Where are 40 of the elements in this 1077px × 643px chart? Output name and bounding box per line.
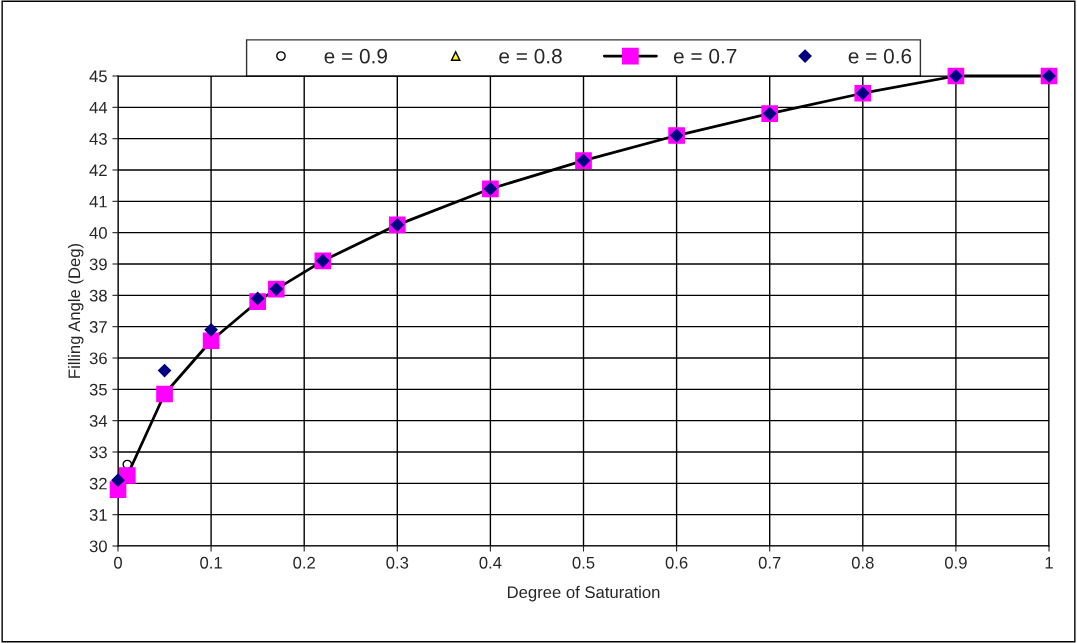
legend-label: e = 0.7 bbox=[673, 48, 737, 64]
x-tick-label: 0.5 bbox=[572, 556, 595, 569]
y-tick-label: 33 bbox=[89, 446, 107, 459]
x-tick-label: 0.8 bbox=[851, 556, 874, 569]
x-tick-label: 0.6 bbox=[665, 556, 688, 569]
y-tick-label: 44 bbox=[89, 101, 108, 114]
x-tick-label: 0.9 bbox=[944, 556, 967, 569]
legend-label: e = 0.8 bbox=[499, 48, 562, 64]
point bbox=[157, 363, 172, 378]
x-tick-label: 0.1 bbox=[200, 556, 222, 569]
x-tick-label: 0 bbox=[114, 556, 122, 569]
point bbox=[156, 385, 173, 403]
point bbox=[204, 323, 218, 337]
x-tick-label: 1 bbox=[1045, 557, 1053, 569]
point bbox=[111, 473, 125, 487]
y-tick-label: 43 bbox=[89, 133, 107, 145]
y-tick-label: 35 bbox=[89, 383, 107, 396]
point bbox=[118, 467, 136, 484]
y-tick-label: 34 bbox=[89, 415, 108, 427]
y-tick-label: 30 bbox=[89, 540, 107, 553]
x-tick-label: 0.2 bbox=[293, 556, 315, 569]
y-tick-label: 42 bbox=[89, 164, 107, 177]
y-tick-label: 45 bbox=[89, 70, 107, 83]
y-tick-label: 38 bbox=[89, 289, 107, 302]
y-tick-label: 36 bbox=[89, 352, 107, 365]
point bbox=[251, 291, 265, 306]
legend-label: e = 0.9 bbox=[324, 48, 387, 64]
y-axis-title: Filling Angle (Deg) bbox=[67, 243, 84, 378]
x-tick-label: 0.4 bbox=[479, 556, 502, 569]
x-tick-label: 0.3 bbox=[386, 556, 409, 569]
x-tick-label: 0.7 bbox=[758, 556, 781, 569]
y-tick-label: 39 bbox=[89, 258, 107, 271]
y-tick-label: 31 bbox=[89, 509, 107, 521]
x-axis-title: Degree of Saturation bbox=[507, 585, 660, 602]
point bbox=[202, 332, 220, 350]
y-tick-label: 37 bbox=[89, 321, 107, 333]
y-tick-label: 40 bbox=[89, 227, 107, 239]
legend-label: e = 0.6 bbox=[848, 48, 912, 64]
y-tick-label: 32 bbox=[89, 477, 107, 490]
y-tick-label: 41 bbox=[89, 195, 107, 208]
